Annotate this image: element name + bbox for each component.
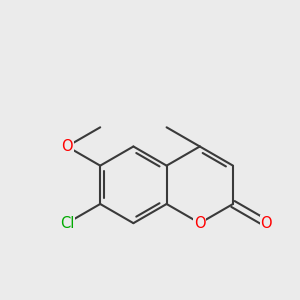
Text: Cl: Cl bbox=[60, 216, 74, 231]
Text: O: O bbox=[260, 216, 272, 231]
Text: O: O bbox=[61, 139, 73, 154]
Text: O: O bbox=[194, 216, 206, 231]
